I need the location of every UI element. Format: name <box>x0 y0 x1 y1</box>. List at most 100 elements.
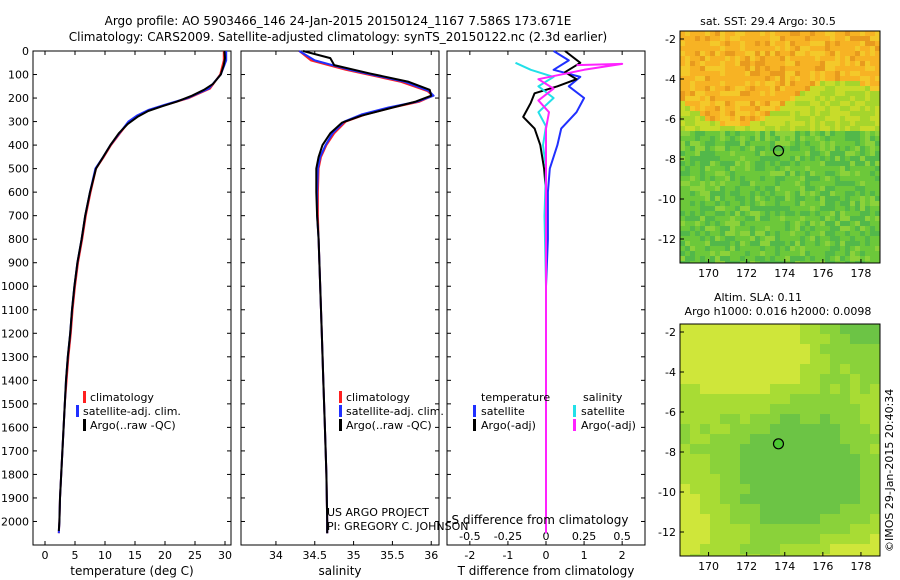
map-cell <box>710 111 715 116</box>
map-cell <box>750 71 755 76</box>
map-cell <box>780 324 790 334</box>
map-cell <box>800 226 805 231</box>
map-cell <box>800 186 805 191</box>
map-cell <box>865 221 870 226</box>
map-cell <box>740 544 750 554</box>
map-cell <box>800 236 805 241</box>
map-cell <box>760 261 765 263</box>
map-cell <box>790 111 795 116</box>
map-cell <box>690 146 695 151</box>
map-cell <box>810 424 820 434</box>
map-cell <box>715 216 720 221</box>
map-cell <box>730 201 735 206</box>
map-cell <box>845 46 850 51</box>
map-cell <box>750 106 755 111</box>
map-cell <box>780 111 785 116</box>
map-cell <box>680 464 690 474</box>
map-cell <box>770 206 775 211</box>
map-cell <box>795 201 800 206</box>
map-cell <box>830 141 835 146</box>
map-cell <box>740 61 745 66</box>
map-cell <box>710 81 715 86</box>
map-cell <box>775 131 780 136</box>
map-cell <box>700 46 705 51</box>
map-cell <box>840 201 845 206</box>
map-cell <box>830 251 835 256</box>
map-cell <box>715 31 720 36</box>
map-cell <box>770 141 775 146</box>
map-cell <box>685 171 690 176</box>
map-cell <box>775 156 780 161</box>
x-tick-label: 36 <box>424 549 438 562</box>
map-cell <box>855 86 860 91</box>
map-cell <box>760 226 765 231</box>
map-cell <box>805 66 810 71</box>
map-cell <box>700 246 705 251</box>
map-cell <box>780 76 785 81</box>
map-cell <box>690 494 700 504</box>
map-cell <box>700 116 705 121</box>
map-cell <box>790 91 795 96</box>
x-tick-label: -1 <box>502 549 513 562</box>
map-cell <box>690 116 695 121</box>
map-cell <box>840 534 850 544</box>
map-cell <box>690 121 695 126</box>
map-cell <box>765 241 770 246</box>
map-cell <box>835 101 840 106</box>
map-cell <box>865 46 870 51</box>
map-cell <box>770 91 775 96</box>
legend-header-temperature: temperature <box>481 391 550 404</box>
map-cell <box>810 31 815 36</box>
map-cell <box>775 201 780 206</box>
map-cell <box>820 181 825 186</box>
map-cell <box>795 36 800 41</box>
map-cell <box>830 101 835 106</box>
map-cell <box>725 151 730 156</box>
map-cell <box>795 41 800 46</box>
map-cell <box>690 201 695 206</box>
map-cell <box>715 176 720 181</box>
map-cell <box>770 334 780 344</box>
map-cell <box>745 191 750 196</box>
map-cell <box>875 56 880 61</box>
map-cell <box>750 66 755 71</box>
map-cell <box>830 81 835 86</box>
map-cell <box>775 36 780 41</box>
map-cell <box>735 76 740 81</box>
map-cell <box>815 126 820 131</box>
map-cell <box>715 151 720 156</box>
map-cell <box>715 91 720 96</box>
map-cell <box>720 71 725 76</box>
map-cell <box>710 156 715 161</box>
map-cell <box>770 41 775 46</box>
map-cell <box>770 444 780 454</box>
map-cell <box>870 354 880 364</box>
map-cell <box>775 96 780 101</box>
map-cell <box>785 176 790 181</box>
map-cell <box>855 61 860 66</box>
map-cell <box>790 46 795 51</box>
sla-map <box>680 324 880 556</box>
map-cell <box>755 61 760 66</box>
map-cell <box>860 364 870 374</box>
map-cell <box>745 251 750 256</box>
map-cell <box>775 261 780 263</box>
map-cell <box>740 231 745 236</box>
map-cell <box>820 256 825 261</box>
legend-swatch-argo <box>83 419 86 431</box>
map-cell <box>690 71 695 76</box>
map-cell <box>740 246 745 251</box>
map-cell <box>730 171 735 176</box>
map-cell <box>780 166 785 171</box>
map-cell <box>700 161 705 166</box>
map-cell <box>710 36 715 41</box>
map-cell <box>690 51 695 56</box>
map-cell <box>735 191 740 196</box>
map-cell <box>755 241 760 246</box>
map-cell <box>810 41 815 46</box>
map-cell <box>825 91 830 96</box>
map-cell <box>790 256 795 261</box>
map-cell <box>750 464 760 474</box>
map-cell <box>710 246 715 251</box>
map-cell <box>725 146 730 151</box>
